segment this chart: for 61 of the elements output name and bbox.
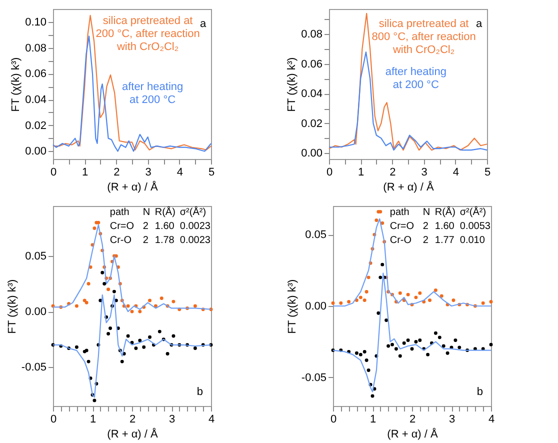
annotation: b (476, 386, 484, 398)
y-tick-label: 0.00 (25, 306, 46, 318)
x-tick-label: 4 (176, 166, 183, 178)
x-tick-label: 5 (208, 166, 215, 178)
series-label: after heating at 200 °C (122, 81, 184, 106)
y-tick-label: 0.00 (305, 300, 326, 312)
y-tick-label: 0.05 (25, 250, 46, 262)
y-tick-label: 0.02 (25, 120, 46, 132)
annotation: a (200, 18, 208, 30)
annotation: Cr=O 2 1.60 0.0023 (110, 221, 211, 232)
x-tick-label: 3 (145, 166, 152, 178)
x-tick-label: 1 (370, 414, 376, 426)
x-tick-label: 0 (50, 166, 57, 178)
y-tick-label: 0.10 (25, 16, 46, 28)
x-tick-label: 1 (90, 414, 96, 426)
x-tick-label: 1 (358, 166, 364, 178)
x-tick-label: 0 (326, 166, 333, 178)
y-tick-label: 0.04 (301, 88, 322, 100)
y-tick-label: 0.08 (301, 28, 322, 41)
x-tick-label: 0 (330, 414, 337, 426)
annotation: Cr=O 2 1.60 0.0053 (390, 221, 491, 232)
y-tick-label: 0.00 (25, 146, 46, 158)
y-tick-label: -0.05 (21, 362, 46, 374)
x-tick-label: 3 (448, 414, 456, 426)
x-tick-label: 0 (50, 414, 57, 426)
series-label: after heating at 200 °C (385, 66, 446, 91)
x-axis-title: (R + α) / Å (107, 428, 158, 440)
y-tick-label: 0.08 (25, 42, 46, 54)
series-label: silica pretreated at 200 °C, after reaction with CrO₂Cl₂ (96, 15, 200, 53)
x-tick-label: 2 (390, 166, 396, 178)
x-axis-title: (R + α) / Å (107, 180, 158, 194)
y-tick-label: 0.02 (301, 118, 322, 130)
x-tick-label: 2 (409, 414, 416, 426)
text: path N R(Å) σ²(Å²) (110, 207, 206, 218)
x-tick-label: 4 (208, 414, 215, 426)
y-axis-title: FT (χ(k) k³) (6, 279, 18, 334)
x-tick-label: 2 (114, 166, 120, 178)
x-tick-label: 2 (129, 414, 136, 426)
x-axis-title: (R + α) / Å (387, 428, 438, 440)
y-tick-label: 0.06 (301, 58, 322, 70)
y-tick-label: 0.00 (301, 148, 322, 160)
y-axis-title: FT (χ(k) k³) (286, 279, 298, 334)
text: path N R(Å) σ²(Å²) (390, 207, 486, 218)
x-tick-label: 5 (484, 166, 491, 178)
series-label: silica pretreated at 800 °C, after reaction with CrO₂Cl₂ (372, 18, 476, 56)
annotation: Cr-O 2 1.78 0.0023 (110, 235, 211, 246)
x-tick-label: 3 (168, 414, 176, 426)
annotation: b (196, 386, 204, 398)
y-tick-label: 0.05 (305, 229, 326, 242)
y-axis-title: FT (χ(k) k³) (286, 57, 298, 112)
y-axis-title: FT (χ(k) k³) (10, 57, 22, 112)
x-tick-label: 4 (452, 166, 459, 178)
x-axis-title: (R + α) / Å (383, 180, 434, 194)
x-tick-label: 3 (421, 166, 428, 178)
x-tick-label: 1 (82, 166, 88, 178)
y-tick-label: -0.05 (301, 372, 326, 384)
annotation: a (476, 18, 484, 30)
annotation: Cr-O 2 1.77 0.010 (390, 235, 486, 246)
y-tick-label: 0.04 (25, 94, 46, 106)
x-tick-label: 4 (488, 414, 495, 426)
y-tick-label: 0.06 (25, 68, 46, 80)
